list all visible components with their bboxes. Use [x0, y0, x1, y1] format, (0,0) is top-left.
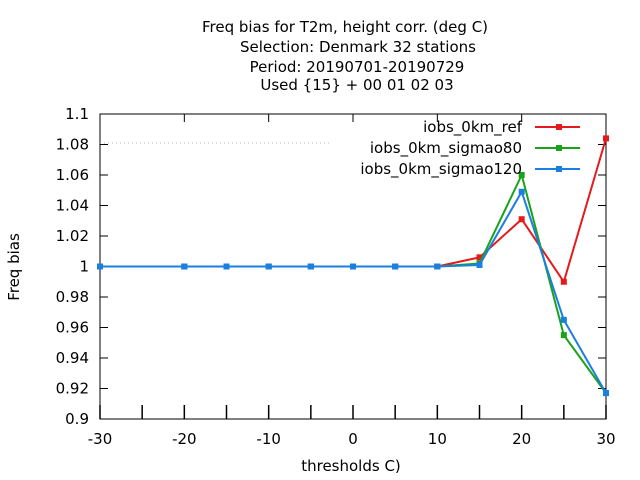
x-tick-label: -10	[256, 430, 281, 448]
legend-label: iobs_0km_sigmao120	[360, 160, 522, 179]
x-tick-label: -20	[172, 430, 197, 448]
series-iobs_0km_sigmao120	[97, 188, 609, 397]
data-point	[476, 261, 483, 268]
data-point	[181, 263, 188, 270]
data-point	[518, 216, 525, 223]
data-point	[97, 263, 103, 270]
data-point	[518, 188, 525, 195]
y-tick-label: 0.98	[56, 288, 89, 306]
chart-title: Freq bias for T2m, height corr. (deg C) …	[202, 18, 488, 94]
x-tick-label: -30	[88, 430, 113, 448]
series-line	[100, 174, 607, 394]
title-line-1: Freq bias for T2m, height corr. (deg C)	[202, 18, 488, 36]
legend-entry: iobs_0km_sigmao80	[370, 139, 580, 158]
series-iobs_0km_sigmao80	[97, 172, 609, 397]
title-line-3: Period: 20190701-20190729	[250, 58, 465, 76]
title-line-2: Selection: Denmark 32 stations	[240, 38, 476, 56]
y-tick-label: 1	[79, 258, 89, 276]
legend: iobs_0km_ref iobs_0km_sigmao80 iobs_0km_si…	[360, 118, 580, 179]
data-point	[392, 263, 399, 270]
series-line	[100, 190, 607, 394]
y-tick-label: 1.04	[56, 197, 89, 215]
data-point	[476, 254, 483, 261]
data-point	[560, 332, 567, 339]
y-tick-label: 1.06	[56, 166, 89, 184]
data-point	[265, 263, 272, 270]
series-layer	[97, 135, 609, 397]
y-tick-label: 1.1	[65, 105, 89, 123]
data-point	[603, 135, 609, 142]
y-tick-label: 0.92	[56, 380, 89, 398]
legend-label: iobs_0km_ref	[423, 118, 523, 137]
legend-entry: iobs_0km_sigmao120	[360, 160, 580, 179]
legend-entry: iobs_0km_ref	[423, 118, 580, 137]
legend-label: iobs_0km_sigmao80	[370, 139, 522, 158]
data-point	[560, 316, 567, 323]
y-tick-label: 0.94	[56, 349, 89, 367]
data-point	[223, 263, 230, 270]
x-axis-label: thresholds C)	[301, 457, 401, 475]
x-tick-label: 0	[348, 430, 358, 448]
title-line-4: Used {15} + 00 01 02 03	[260, 76, 453, 94]
data-point	[518, 172, 525, 178]
x-tick-label: 30	[596, 430, 615, 448]
legend-swatch-marker	[556, 124, 562, 130]
y-tick-label: 0.96	[56, 319, 89, 337]
data-point	[434, 263, 441, 270]
x-tick-label: 20	[512, 430, 531, 448]
y-axis-label: Freq bias	[5, 233, 23, 301]
data-point	[603, 390, 609, 397]
y-tick-label: 1.08	[56, 136, 89, 154]
legend-swatch-marker	[556, 166, 562, 172]
legend-swatch-marker	[556, 145, 562, 151]
data-point	[307, 263, 314, 270]
axes: 0.9 0.92 0.94 0.96 0.98 1 1.02 1.04 1.06 1.08 1.1 -…	[56, 105, 616, 448]
x-tick-label: 10	[428, 430, 447, 448]
y-tick-label: 1.02	[56, 227, 89, 245]
data-point	[560, 278, 567, 285]
y-tick-label: 0.9	[65, 410, 89, 428]
series-iobs_0km_ref	[97, 135, 609, 285]
data-point	[350, 263, 356, 270]
